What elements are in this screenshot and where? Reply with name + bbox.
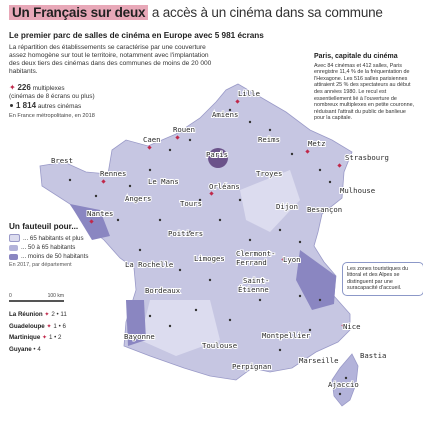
city-label: Bayonne [124, 332, 155, 341]
overseas-row: Guadeloupe ✦ 1 • 6 [9, 322, 66, 330]
overseas-name: Guadeloupe [9, 322, 45, 330]
city-label: Rouen [173, 125, 195, 134]
legend-swatch [9, 253, 18, 260]
intro-text: La répartition des établissements se car… [9, 44, 212, 76]
zone-high [126, 300, 146, 346]
overseas-row: Guyane • 4 [9, 345, 41, 353]
multiplex-label: multiplexes [32, 85, 65, 92]
other-count: 1 814 [16, 101, 37, 111]
city-label: Tours [180, 199, 202, 208]
overseas-other: 2 [58, 334, 62, 341]
city-label: Metz [308, 139, 326, 148]
legend-swatch [9, 244, 18, 251]
city-label: Étienne [238, 285, 269, 294]
city-label: Clermont- [236, 249, 276, 258]
city-label: Mulhouse [340, 186, 375, 195]
city-label: Montpellier [262, 331, 311, 340]
city-label: Nantes [87, 209, 113, 218]
city-label: Limoges [194, 254, 225, 263]
city-label: Besançon [307, 205, 342, 214]
legend: Un fauteuil pour... ... 65 habitants et … [9, 222, 88, 268]
multiplex-stat: ✦ 226 multiplexes (cinémas de 8 écrans o… [9, 84, 95, 100]
legend-item: ... 65 habitants et plus [9, 234, 88, 242]
city-label: Le Mans [148, 177, 179, 186]
legend-note: En 2017, par département [9, 262, 72, 268]
city-label: Lyon [283, 255, 301, 264]
city-label: La Rochelle [125, 260, 173, 269]
overseas-list: La Réunion ✦ 2 • 11 Guadeloupe ✦ 1 • 6 M… [9, 309, 67, 355]
zones-note: Les zones touristiques du littoral et de… [342, 262, 423, 296]
stats-block: ✦ 226 multiplexes (cinémas de 8 écrans o… [9, 84, 95, 120]
paris-cluster [208, 148, 228, 168]
multiplex-count: 226 [17, 83, 31, 92]
scale-end: 100 km [47, 293, 64, 299]
legend-swatch [9, 234, 20, 242]
star-icon: ✦ [9, 83, 16, 92]
city-label: Bordeaux [145, 286, 181, 295]
city-labels: Lille Caen Rouen Amiens Metz Reims Strasbourg B… [50, 88, 390, 390]
multiplex-markers [89, 99, 346, 362]
scale-start: 0 [9, 293, 12, 299]
other-label: autres cinémas [37, 103, 82, 111]
stats-scope: En France métropolitaine, en 2018 [9, 112, 95, 119]
overseas-multiplex: 1 [48, 334, 53, 341]
title-highlight: Un Français sur deux [9, 5, 149, 20]
city-label: Amiens [212, 110, 238, 119]
other-stat: 1 814 autres cinémas [9, 102, 95, 111]
city-label: Poitiers [168, 229, 203, 238]
city-label: Caen [143, 135, 161, 144]
paris-callout-text: Avec 84 cinémas et 412 salles, Paris enr… [314, 62, 415, 122]
city-label: Rennes [100, 169, 126, 178]
city-label: Bastia [360, 351, 386, 360]
multiplex-detail: (cinémas de 8 écrans ou plus) [9, 92, 95, 100]
zone-high [296, 250, 336, 310]
legend-label: ... 65 habitants et plus [23, 234, 84, 242]
paris-callout: Paris, capitale du cinéma Avec 84 cinéma… [314, 53, 418, 122]
overseas-row: La Réunion ✦ 2 • 11 [9, 311, 67, 318]
scale-bar: 0 100 km [9, 293, 64, 302]
map-title: Un Français sur deux a accès à un cinéma… [9, 5, 383, 20]
city-label: Nice [343, 322, 361, 331]
overseas-multiplex: 2 [51, 311, 55, 318]
map-subtitle: Le premier parc de salles de cinéma en E… [9, 31, 264, 40]
zone-low [240, 170, 300, 232]
legend-label: ... 50 à 65 habitants [21, 244, 76, 251]
city-label: Marseille [299, 356, 339, 365]
city-label: Orléans [209, 182, 240, 191]
city-label: Angers [125, 194, 151, 203]
overseas-name: Guyane [9, 345, 32, 353]
dot-icon [10, 104, 13, 108]
legend-label: ... moins de 50 habitants [21, 253, 89, 260]
overseas-multiplex: 1 [53, 322, 57, 330]
france-mainland [39, 83, 353, 381]
overseas-other: 6 [62, 322, 66, 330]
city-label: Toulouse [202, 341, 237, 350]
city-label: Dijon [276, 202, 298, 211]
city-label: Troyes [256, 169, 282, 178]
city-label: Saint- [243, 276, 269, 285]
city-label: Lille [238, 89, 260, 98]
city-label: Paris [206, 150, 228, 159]
zone-low [140, 300, 220, 356]
legend-item: ... 50 à 65 habitants [9, 244, 88, 251]
corsica [331, 353, 359, 407]
cinema-dots [68, 108, 348, 396]
city-label: Perpignan [232, 362, 272, 371]
legend-item: ... moins de 50 habitants [9, 253, 88, 260]
city-label: Ferrand [236, 258, 267, 267]
city-label: Ajaccio [328, 380, 359, 389]
city-label: Reims [258, 135, 280, 144]
title-rest: a accès à un cinéma dans sa commune [151, 5, 383, 20]
legend-title: Un fauteuil pour... [9, 222, 79, 231]
overseas-other: 4 [37, 345, 41, 353]
overseas-other: 11 [60, 311, 67, 318]
city-label: Brest [51, 156, 73, 165]
paris-callout-title: Paris, capitale du cinéma [314, 53, 398, 60]
overseas-name: Martinique [9, 334, 41, 341]
overseas-row: Martinique ✦ 1 • 2 [9, 334, 62, 341]
city-label: Strasbourg [345, 153, 389, 162]
overseas-name: La Réunion [9, 311, 43, 318]
